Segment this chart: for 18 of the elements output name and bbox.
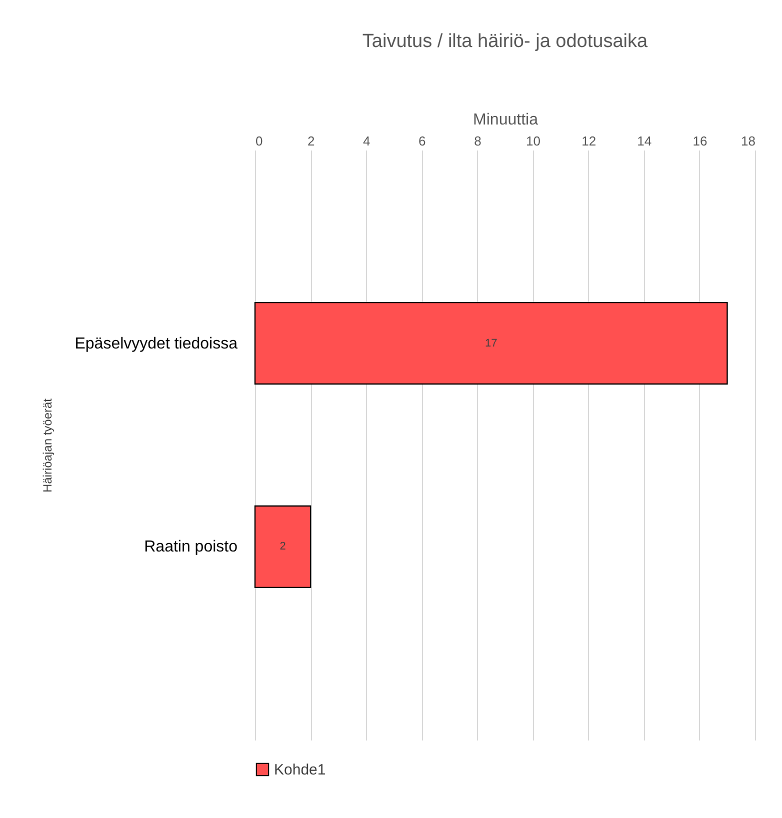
chart-title: Taivutus / ilta häiriö- ja odotusaika [362, 31, 648, 52]
x-tick-label: 8 [474, 134, 482, 148]
data-label: 2 [280, 540, 286, 553]
data-label: 17 [484, 337, 498, 350]
x-tick-label: 14 [637, 134, 652, 148]
x-tick-label: 10 [526, 134, 541, 148]
x-tick-label: 12 [582, 134, 596, 148]
x-tick-label: 6 [418, 134, 426, 148]
x-axis-title: Minuuttia [473, 112, 538, 128]
x-tick-label: 18 [741, 134, 756, 148]
x-tick-label: 4 [362, 134, 370, 148]
x-tick-label: 2 [307, 134, 315, 148]
y-tick-label: Raatin poisto [144, 538, 238, 556]
legend-label: Kohde1 [274, 762, 326, 778]
y-tick-label: Epäselvyydet tiedoissa [74, 335, 238, 352]
y-axis-title: Häiriöajan työerät [40, 398, 55, 493]
x-tick-label: 0 [256, 134, 263, 148]
x-tick-label: 16 [692, 134, 708, 148]
